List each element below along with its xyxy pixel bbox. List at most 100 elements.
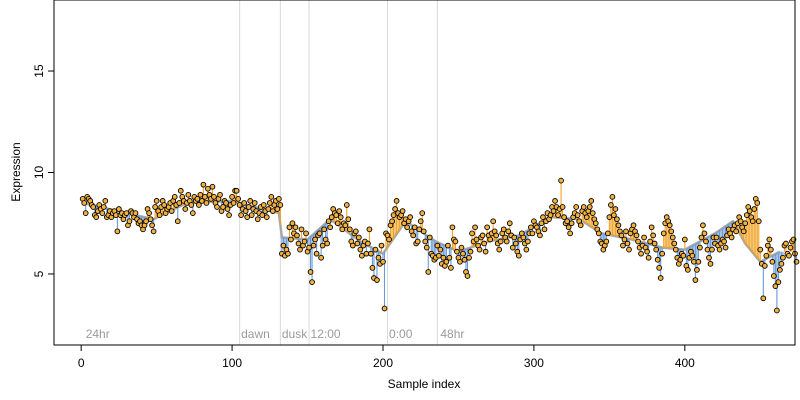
data-point — [550, 208, 557, 214]
data-point — [490, 218, 497, 225]
data-point — [558, 177, 564, 184]
data-point — [294, 232, 300, 239]
data-point — [771, 273, 777, 279]
data-point — [268, 194, 275, 200]
data-point — [404, 224, 410, 231]
data-point — [277, 202, 284, 208]
data-point — [313, 250, 320, 257]
data-point — [577, 222, 584, 229]
data-points — [79, 177, 800, 314]
x-axis-title: Sample index — [388, 377, 461, 391]
data-point — [123, 210, 130, 216]
data-point — [426, 234, 433, 241]
data-point — [523, 246, 530, 253]
data-point — [647, 238, 653, 245]
data-point — [182, 206, 189, 212]
data-point — [713, 234, 720, 241]
data-point — [150, 228, 157, 235]
data-point — [615, 222, 622, 229]
data-point — [541, 226, 548, 233]
data-point — [343, 202, 350, 208]
data-point — [211, 194, 217, 200]
data-point — [289, 220, 296, 227]
data-point — [461, 256, 468, 263]
data-point — [573, 204, 580, 210]
data-point — [707, 260, 714, 267]
data-point — [199, 198, 205, 204]
data-point — [763, 252, 770, 259]
data-point — [161, 202, 168, 208]
data-point — [352, 228, 359, 235]
data-point — [220, 204, 226, 210]
data-point — [333, 212, 340, 218]
data-point — [487, 236, 493, 243]
data-point — [506, 220, 513, 227]
data-point — [595, 230, 602, 237]
data-point — [214, 204, 220, 210]
data-point — [552, 198, 558, 204]
data-point — [93, 214, 100, 220]
data-point — [609, 194, 616, 200]
data-point — [778, 260, 785, 267]
data-point — [132, 210, 139, 216]
data-point — [472, 224, 478, 231]
data-point — [298, 226, 305, 233]
data-point — [149, 222, 155, 229]
data-point — [90, 204, 97, 210]
data-point — [709, 246, 715, 253]
data-point — [476, 246, 483, 253]
data-point — [247, 198, 254, 204]
data-point — [319, 242, 326, 249]
data-point — [467, 248, 474, 255]
data-point — [366, 226, 373, 233]
data-point — [380, 258, 386, 265]
data-point — [425, 269, 432, 275]
data-point — [669, 234, 676, 241]
data-point — [168, 208, 175, 214]
data-point — [312, 236, 318, 243]
data-point — [328, 214, 335, 220]
data-point — [336, 208, 343, 214]
data-point — [760, 295, 767, 302]
x-tick-label: 0 — [78, 356, 85, 370]
data-point — [248, 212, 255, 218]
data-point — [188, 202, 195, 208]
data-point — [626, 246, 632, 253]
data-point — [345, 216, 352, 223]
data-point — [365, 240, 371, 247]
data-point — [650, 232, 656, 239]
data-point — [564, 218, 570, 225]
data-point — [318, 254, 324, 261]
data-point — [473, 236, 480, 243]
data-point — [737, 218, 744, 225]
data-point — [374, 277, 380, 283]
data-point — [680, 252, 687, 259]
data-point — [482, 248, 489, 255]
x-tick-label: 100 — [222, 356, 242, 370]
event-label: 24hr — [86, 327, 110, 341]
data-point — [82, 210, 89, 216]
data-point — [235, 196, 241, 202]
data-point — [414, 238, 421, 245]
data-point — [525, 238, 531, 245]
data-point — [728, 234, 735, 241]
data-point — [236, 202, 243, 208]
data-point — [274, 206, 281, 212]
data-point — [209, 183, 216, 190]
data-point — [217, 191, 223, 198]
data-point — [755, 218, 762, 225]
data-point — [152, 204, 158, 210]
data-point — [630, 222, 637, 229]
data-point — [633, 232, 640, 239]
data-point — [114, 228, 121, 235]
data-point — [337, 214, 344, 220]
data-point — [484, 224, 490, 231]
data-point — [528, 224, 534, 231]
data-point — [672, 246, 679, 253]
data-point — [580, 204, 587, 210]
data-point — [194, 196, 201, 202]
event-label: 48hr — [440, 327, 464, 341]
event-labels: 24hr dawn dusk 12:00 0:00 48hr — [86, 327, 465, 341]
data-point — [189, 210, 196, 216]
data-point — [276, 196, 282, 202]
